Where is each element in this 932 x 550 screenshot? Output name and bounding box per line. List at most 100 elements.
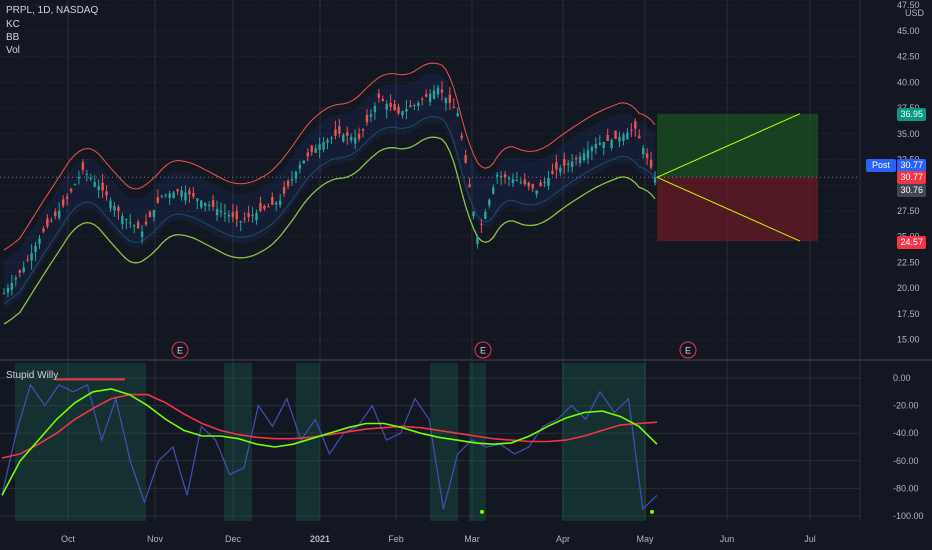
time-axis[interactable]: Oct Nov Dec 2021 Feb Mar Apr May Jun Jul bbox=[61, 534, 816, 544]
osc-tick-0: 0.00 bbox=[893, 373, 911, 383]
candle-body-155 bbox=[614, 130, 617, 139]
candle-body-103 bbox=[409, 105, 412, 108]
candle-body-157 bbox=[622, 134, 625, 142]
grid-lines bbox=[0, 0, 932, 520]
risk-reward-zones[interactable] bbox=[0, 113, 860, 242]
month-label-9: Jul bbox=[804, 534, 816, 544]
candle-body-85 bbox=[338, 126, 341, 134]
bb-legend[interactable]: BB bbox=[6, 32, 20, 43]
candle-body-70 bbox=[278, 200, 282, 206]
candle-body-92 bbox=[365, 114, 369, 123]
candle-body-72 bbox=[286, 180, 290, 187]
candle-body-2 bbox=[10, 282, 14, 290]
candle-body-71 bbox=[282, 186, 286, 194]
month-label-2: Dec bbox=[225, 534, 242, 544]
candle-body-3 bbox=[14, 277, 18, 280]
candle-body-156 bbox=[618, 136, 621, 142]
candle-body-50 bbox=[200, 200, 203, 208]
candle-body-44 bbox=[176, 189, 179, 192]
candle-body-60 bbox=[239, 221, 242, 223]
candlesticks[interactable] bbox=[2, 80, 657, 298]
symbol-legend[interactable]: PRPL, 1D, NASDAQ bbox=[6, 5, 99, 16]
candle-body-119 bbox=[472, 211, 475, 217]
candle-body-87 bbox=[346, 132, 349, 136]
candle-body-106 bbox=[421, 98, 424, 100]
price-tick-12: 17.50 bbox=[897, 309, 920, 319]
month-label-0: Oct bbox=[61, 534, 76, 544]
osc-raw-line bbox=[1, 383, 658, 511]
stop-zone bbox=[657, 177, 818, 242]
candle-body-67 bbox=[267, 206, 270, 208]
candle-body-135 bbox=[535, 190, 538, 194]
candle-body-110 bbox=[436, 87, 440, 95]
candle-body-89 bbox=[353, 137, 357, 144]
candle-body-24 bbox=[97, 186, 100, 191]
candle-body-13 bbox=[54, 211, 57, 217]
candle-body-118 bbox=[468, 184, 471, 188]
month-label-6: Apr bbox=[556, 534, 570, 544]
candle-body-77 bbox=[306, 152, 309, 157]
candle-body-121 bbox=[480, 223, 483, 225]
candle-body-9 bbox=[38, 238, 41, 244]
candle-body-29 bbox=[117, 207, 120, 211]
candle-body-59 bbox=[235, 211, 238, 220]
candle-body-88 bbox=[350, 136, 353, 141]
candle-body-28 bbox=[113, 205, 116, 211]
candle-body-19 bbox=[77, 176, 81, 179]
candle-body-115 bbox=[456, 113, 459, 117]
candle-body-130 bbox=[515, 180, 519, 182]
candle-body-41 bbox=[164, 194, 167, 196]
candle-body-126 bbox=[499, 175, 503, 177]
last-price-tag: 30.77 bbox=[897, 171, 926, 184]
candle-body-6 bbox=[26, 259, 29, 261]
candle-body-134 bbox=[531, 184, 534, 189]
candle-body-30 bbox=[121, 216, 124, 225]
candle-body-133 bbox=[527, 182, 530, 187]
candle-body-17 bbox=[69, 188, 73, 192]
candle-body-14 bbox=[58, 210, 61, 218]
candle-body-91 bbox=[361, 129, 365, 131]
candle-body-96 bbox=[381, 99, 384, 101]
oscillator-pane[interactable] bbox=[1, 363, 658, 521]
previous-price-tag: 30.76 bbox=[897, 184, 926, 197]
earnings-marker-2 bbox=[679, 341, 697, 359]
oscillator-legend[interactable]: Stupid Willy bbox=[6, 370, 59, 381]
candle-body-101 bbox=[401, 111, 404, 116]
month-label-4: Feb bbox=[388, 534, 404, 544]
candle-body-35 bbox=[140, 231, 144, 238]
candle-body-69 bbox=[275, 202, 278, 205]
candle-body-58 bbox=[231, 212, 235, 218]
osc-zone-3 bbox=[430, 363, 458, 521]
candle-body-82 bbox=[326, 139, 329, 143]
candle-body-73 bbox=[290, 179, 294, 181]
candle-body-123 bbox=[488, 199, 491, 206]
candle-body-81 bbox=[322, 142, 325, 150]
candle-body-4 bbox=[18, 270, 21, 273]
candle-body-107 bbox=[424, 94, 428, 97]
candle-body-23 bbox=[93, 182, 96, 187]
candle-body-111 bbox=[440, 89, 444, 93]
price-tick-11: 20.00 bbox=[897, 283, 920, 293]
candle-body-162 bbox=[641, 148, 645, 155]
candle-body-117 bbox=[464, 155, 467, 163]
candle-body-147 bbox=[582, 153, 586, 161]
vol-legend[interactable]: Vol bbox=[6, 45, 20, 56]
candle-body-32 bbox=[129, 222, 132, 224]
candle-body-165 bbox=[653, 177, 657, 183]
kc-legend[interactable]: KC bbox=[6, 19, 20, 30]
candle-body-75 bbox=[298, 164, 302, 169]
month-label-8: Jun bbox=[720, 534, 735, 544]
candle-body-144 bbox=[570, 161, 574, 167]
candle-body-63 bbox=[251, 215, 254, 217]
candle-body-113 bbox=[448, 94, 452, 103]
osc-fast-line bbox=[1, 388, 658, 496]
osc-dot-0 bbox=[480, 509, 484, 514]
candle-body-152 bbox=[602, 142, 605, 149]
osc-tick-2: -40.00 bbox=[893, 428, 919, 438]
candle-body-5 bbox=[22, 267, 25, 272]
osc-tick-5: -100.00 bbox=[893, 511, 924, 521]
price-tick-8: 27.50 bbox=[897, 206, 920, 216]
candle-body-163 bbox=[645, 153, 649, 158]
